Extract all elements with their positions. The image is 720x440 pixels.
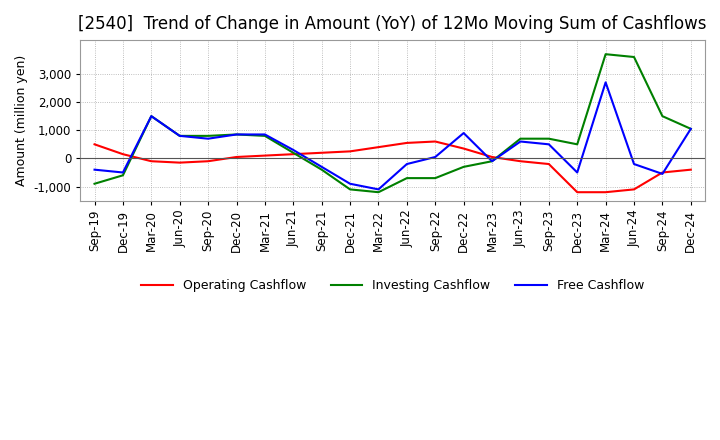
Free Cashflow (232, 132, 240, 137)
Free Cashflow (402, 161, 411, 167)
Investing Cashflow (431, 176, 440, 181)
Investing Cashflow (487, 158, 496, 164)
Investing Cashflow (119, 172, 127, 178)
Operating Cashflow (232, 154, 240, 160)
Operating Cashflow (686, 167, 695, 172)
Investing Cashflow (630, 55, 639, 60)
Operating Cashflow (90, 142, 99, 147)
Investing Cashflow (289, 150, 297, 155)
Investing Cashflow (90, 181, 99, 187)
Free Cashflow (318, 164, 326, 169)
Free Cashflow (261, 132, 269, 137)
Investing Cashflow (686, 126, 695, 132)
Investing Cashflow (346, 187, 354, 192)
Free Cashflow (630, 161, 639, 167)
Line: Operating Cashflow: Operating Cashflow (94, 142, 690, 192)
Free Cashflow (431, 154, 440, 160)
Free Cashflow (119, 170, 127, 175)
Operating Cashflow (402, 140, 411, 146)
Line: Free Cashflow: Free Cashflow (94, 82, 690, 189)
Investing Cashflow (318, 167, 326, 172)
Line: Investing Cashflow: Investing Cashflow (94, 54, 690, 192)
Free Cashflow (204, 136, 212, 141)
Operating Cashflow (573, 190, 582, 195)
Investing Cashflow (601, 51, 610, 57)
Investing Cashflow (402, 176, 411, 181)
Free Cashflow (374, 187, 383, 192)
Operating Cashflow (630, 187, 639, 192)
Investing Cashflow (374, 190, 383, 195)
Free Cashflow (346, 181, 354, 187)
Investing Cashflow (516, 136, 525, 141)
Operating Cashflow (346, 149, 354, 154)
Investing Cashflow (573, 142, 582, 147)
Free Cashflow (573, 170, 582, 175)
Operating Cashflow (147, 158, 156, 164)
Free Cashflow (147, 114, 156, 119)
Investing Cashflow (261, 133, 269, 139)
Operating Cashflow (374, 144, 383, 150)
Legend: Operating Cashflow, Investing Cashflow, Free Cashflow: Operating Cashflow, Investing Cashflow, … (136, 274, 649, 297)
Free Cashflow (459, 130, 468, 136)
Operating Cashflow (289, 151, 297, 157)
Y-axis label: Amount (million yen): Amount (million yen) (15, 55, 28, 186)
Investing Cashflow (232, 132, 240, 137)
Operating Cashflow (204, 158, 212, 164)
Investing Cashflow (544, 136, 553, 141)
Investing Cashflow (204, 133, 212, 139)
Investing Cashflow (658, 114, 667, 119)
Free Cashflow (176, 133, 184, 139)
Operating Cashflow (658, 170, 667, 175)
Operating Cashflow (119, 151, 127, 157)
Free Cashflow (516, 139, 525, 144)
Operating Cashflow (544, 161, 553, 167)
Investing Cashflow (147, 114, 156, 119)
Free Cashflow (289, 147, 297, 153)
Operating Cashflow (261, 153, 269, 158)
Operating Cashflow (431, 139, 440, 144)
Operating Cashflow (487, 154, 496, 160)
Free Cashflow (601, 80, 610, 85)
Free Cashflow (544, 142, 553, 147)
Free Cashflow (487, 158, 496, 164)
Free Cashflow (90, 167, 99, 172)
Operating Cashflow (516, 158, 525, 164)
Operating Cashflow (176, 160, 184, 165)
Operating Cashflow (318, 150, 326, 155)
Free Cashflow (658, 171, 667, 176)
Operating Cashflow (601, 190, 610, 195)
Operating Cashflow (459, 146, 468, 151)
Title: [2540]  Trend of Change in Amount (YoY) of 12Mo Moving Sum of Cashflows: [2540] Trend of Change in Amount (YoY) o… (78, 15, 707, 33)
Free Cashflow (686, 126, 695, 132)
Investing Cashflow (176, 133, 184, 139)
Investing Cashflow (459, 164, 468, 169)
